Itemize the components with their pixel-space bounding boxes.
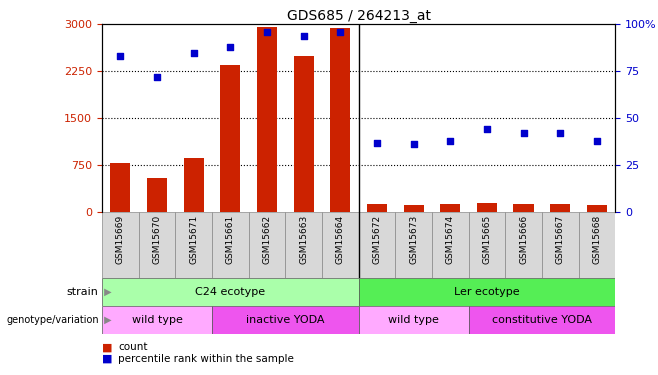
Bar (468, 212, 505, 278)
Bar (212, 212, 249, 278)
Point (225, 44, 236, 50)
Text: count: count (118, 342, 148, 352)
Point (592, 138, 602, 144)
Bar (477, 202, 497, 212)
Text: Ler ecotype: Ler ecotype (454, 286, 520, 297)
Text: GSM15666: GSM15666 (519, 215, 528, 264)
Bar (359, 278, 615, 306)
Text: ▶: ▶ (101, 286, 112, 297)
Bar (440, 204, 461, 212)
Bar (293, 56, 314, 212)
Bar (578, 212, 615, 278)
Title: GDS685 / 264213_at: GDS685 / 264213_at (287, 9, 430, 23)
Bar (184, 158, 204, 212)
Text: GSM15662: GSM15662 (263, 215, 272, 264)
Bar (212, 306, 359, 334)
Text: GSM15670: GSM15670 (153, 215, 161, 264)
Text: GSM15668: GSM15668 (592, 215, 601, 264)
Bar (359, 306, 468, 334)
Point (482, 126, 492, 132)
Text: GSM15674: GSM15674 (445, 215, 455, 264)
Text: inactive YODA: inactive YODA (246, 315, 324, 325)
Point (519, 130, 529, 136)
Text: genotype/variation: genotype/variation (6, 315, 99, 325)
Bar (102, 278, 359, 306)
Bar (220, 65, 240, 212)
Text: ■: ■ (102, 354, 113, 364)
Text: wild type: wild type (388, 315, 439, 325)
Text: GSM15673: GSM15673 (409, 215, 418, 264)
Point (372, 140, 382, 146)
Text: GSM15665: GSM15665 (482, 215, 492, 264)
Bar (468, 306, 615, 334)
Bar (432, 212, 468, 278)
Text: C24 ecotype: C24 ecotype (195, 286, 265, 297)
Bar (175, 212, 212, 278)
Text: ■: ■ (102, 342, 113, 352)
Point (262, 29, 272, 35)
Point (152, 74, 163, 80)
Point (555, 130, 565, 136)
Bar (367, 204, 387, 212)
Bar (403, 205, 424, 212)
Point (335, 29, 345, 35)
Text: wild type: wild type (132, 315, 182, 325)
Bar (513, 204, 534, 212)
Point (298, 33, 309, 39)
Bar (322, 212, 359, 278)
Text: percentile rank within the sample: percentile rank within the sample (118, 354, 294, 364)
Bar (102, 306, 212, 334)
Point (409, 141, 419, 147)
Text: GSM15667: GSM15667 (556, 215, 565, 264)
Bar (587, 205, 607, 212)
Bar (111, 163, 130, 212)
Text: GSM15672: GSM15672 (372, 215, 382, 264)
Text: GSM15664: GSM15664 (336, 215, 345, 264)
Point (115, 53, 126, 59)
Bar (286, 212, 322, 278)
Bar (147, 177, 167, 212)
Bar (139, 212, 175, 278)
Text: strain: strain (67, 286, 99, 297)
Point (188, 50, 199, 55)
Text: ▶: ▶ (101, 315, 112, 325)
Bar (550, 204, 570, 212)
Bar (542, 212, 578, 278)
Bar (359, 212, 395, 278)
Bar (249, 212, 286, 278)
Bar (505, 212, 542, 278)
Text: GSM15669: GSM15669 (116, 215, 125, 264)
Point (445, 138, 455, 144)
Bar (257, 27, 277, 212)
Bar (330, 27, 350, 212)
Text: GSM15661: GSM15661 (226, 215, 235, 264)
Text: GSM15663: GSM15663 (299, 215, 308, 264)
Text: constitutive YODA: constitutive YODA (492, 315, 592, 325)
Bar (102, 212, 139, 278)
Text: GSM15671: GSM15671 (189, 215, 198, 264)
Bar (395, 212, 432, 278)
